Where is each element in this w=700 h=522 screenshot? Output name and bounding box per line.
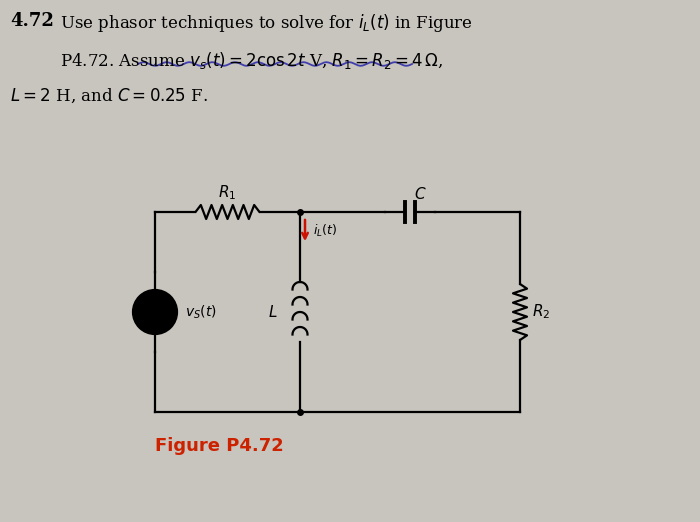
Text: $R_1$: $R_1$	[218, 183, 237, 202]
Text: $v_S(t)$: $v_S(t)$	[185, 303, 217, 321]
Text: −: −	[150, 315, 160, 328]
Circle shape	[133, 290, 177, 334]
Text: P4.72. Assume $v_s(t) = 2\cos 2t$ V, $R_1 = R_2 = 4\,\Omega$,: P4.72. Assume $v_s(t) = 2\cos 2t$ V, $R_…	[60, 50, 443, 71]
Text: $R_2$: $R_2$	[532, 303, 550, 322]
Text: Figure P4.72: Figure P4.72	[155, 437, 284, 455]
Text: $L$: $L$	[268, 304, 278, 320]
Text: $C$: $C$	[414, 186, 426, 202]
Text: +: +	[150, 298, 160, 308]
Text: $L = 2$ H, and $C = 0.25$ F.: $L = 2$ H, and $C = 0.25$ F.	[10, 87, 208, 105]
Text: $i_L(t)$: $i_L(t)$	[313, 222, 337, 239]
Text: Use phasor techniques to solve for $i_L(t)$ in Figure: Use phasor techniques to solve for $i_L(…	[60, 12, 473, 34]
Text: 4.72: 4.72	[10, 12, 54, 30]
